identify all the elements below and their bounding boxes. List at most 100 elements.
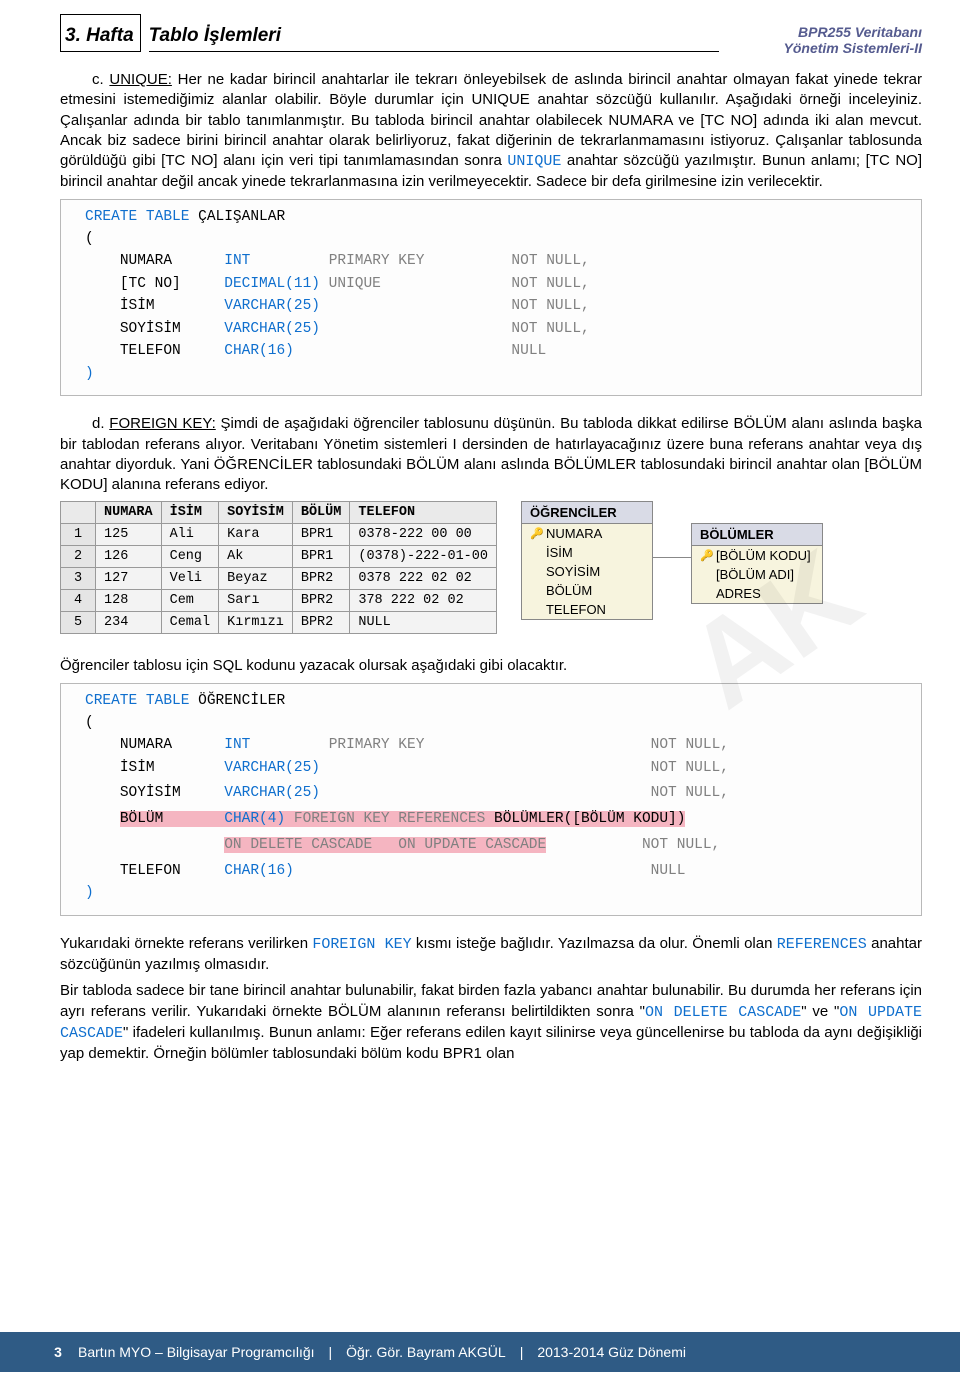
table-row: 4 128 Cem Sarı BPR2 378 222 02 02 [61, 590, 497, 612]
c2-type1: VARCHAR(25) [224, 760, 320, 776]
cell: Kırmızı [219, 612, 293, 634]
table-row: 2 126 Ceng Ak BPR1 (0378)-222-01-00 [61, 546, 497, 568]
cell: 0378 222 02 02 [350, 568, 497, 590]
c2-nul4: NULL [651, 863, 686, 879]
er-title-bolumler: BÖLÜMLER [692, 524, 822, 546]
kw-create2: CREATE TABLE [85, 693, 189, 709]
cell: 4 [61, 590, 96, 612]
c2-nul0: NOT NULL, [651, 737, 729, 753]
page-footer: 3 Bartın MYO – Bilgisayar Programcılığı … [0, 1332, 960, 1372]
footer-teacher: Öğr. Gör. Bayram AKGÜL [346, 1344, 506, 1360]
students-table: NUMARA İSİM SOYİSİM BÖLÜM TELEFON 1 125 … [60, 501, 497, 634]
footer-term: 2013-2014 Güz Dönemi [537, 1344, 686, 1360]
cell: Sarı [219, 590, 293, 612]
cell: BPR2 [292, 568, 350, 590]
c2-col0: NUMARA [120, 737, 172, 753]
th-isim: İSİM [161, 502, 219, 524]
c2-fk-nul: NOT NULL, [642, 837, 720, 853]
er-field: [BÖLÜM ADI] [716, 567, 794, 582]
cell: Cemal [161, 612, 219, 634]
c1-type3: VARCHAR(25) [224, 321, 320, 337]
c2-type0: INT [224, 737, 250, 753]
footer-school: Bartın MYO – Bilgisayar Programcılığı [78, 1344, 315, 1360]
cell: 378 222 02 02 [350, 590, 497, 612]
c2-col4: TELEFON [120, 863, 181, 879]
c1-type1: DECIMAL(11) [224, 276, 320, 292]
c1-col2: İSİM [120, 298, 155, 314]
section-d-label: d. [92, 415, 105, 432]
inline-references: REFERENCES [777, 936, 867, 953]
c1-nul2: NOT NULL, [511, 298, 589, 314]
c1-type2: VARCHAR(25) [224, 298, 320, 314]
key-icon: 🔑 [700, 549, 712, 562]
cell: Veli [161, 568, 219, 590]
tname-calisanlar: ÇALIŞANLAR [198, 209, 285, 225]
c2-nul2: NOT NULL, [651, 785, 729, 801]
er-field: NUMARA [546, 526, 602, 541]
er-field: [BÖLÜM KODU] [716, 548, 811, 563]
c1-nul1: NOT NULL, [511, 276, 589, 292]
c1-con0: PRIMARY KEY [329, 253, 425, 269]
table-row: 5 234 Cemal Kırmızı BPR2 NULL [61, 612, 497, 634]
inline-ondelete: ON DELETE CASCADE [645, 1004, 801, 1021]
c2-onupd: ON UPDATE CASCADE [398, 837, 546, 853]
c1-nul3: NOT NULL, [511, 321, 589, 337]
tail-p2b: " ve " [801, 1003, 839, 1020]
cell: 127 [96, 568, 162, 590]
tail-p1: Yukarıdaki örnekte referans verilirken F… [60, 934, 922, 976]
header-title: Tablo İşlemleri [149, 15, 719, 52]
table-and-er: NUMARA İSİM SOYİSİM BÖLÜM TELEFON 1 125 … [60, 501, 922, 634]
unique-heading: UNIQUE: [109, 71, 172, 88]
kw-create: CREATE TABLE [85, 209, 189, 225]
header-left: 3. Hafta Tablo İşlemleri [60, 14, 719, 52]
th-soyisim: SOYİSİM [219, 502, 293, 524]
c2-ondel: ON DELETE CASCADE [224, 837, 372, 853]
c2-bolum-type: CHAR(4) [224, 811, 285, 827]
er-field: TELEFON [546, 602, 606, 617]
week-box: 3. Hafta [60, 14, 141, 52]
c2-con0: PRIMARY KEY [329, 737, 425, 753]
cell: Cem [161, 590, 219, 612]
page-number: 3 [38, 1344, 78, 1360]
section-c-paragraph: c. UNIQUE: Her ne kadar birincil anahtar… [60, 70, 922, 193]
tname-ogrenciler: ÖĞRENCİLER [198, 693, 285, 709]
cell: NULL [350, 612, 497, 634]
cell: BPR2 [292, 590, 350, 612]
course-line1: BPR255 Veritabanı [798, 24, 922, 40]
cell: 128 [96, 590, 162, 612]
th-bolum: BÖLÜM [292, 502, 350, 524]
tail-p1b: kısmı isteğe bağlıdır. Yazılmazsa da olu… [412, 935, 777, 952]
cell: Ak [219, 546, 293, 568]
tail-p1a: Yukarıdaki örnekte referans verilirken [60, 935, 312, 952]
cell: Kara [219, 524, 293, 546]
er-connector [653, 557, 691, 558]
er-field: SOYİSİM [546, 564, 600, 579]
course-line2: Yönetim Sistemleri-II [784, 40, 922, 56]
c1-con1: UNIQUE [329, 276, 381, 292]
para-before-code2: Öğrenciler tablosu için SQL kodunu yazac… [60, 656, 922, 676]
er-bolumler: BÖLÜMLER 🔑[BÖLÜM KODU] [BÖLÜM ADI] ADRES [691, 523, 823, 604]
c2-col2: SOYİSİM [120, 785, 181, 801]
code-calisanlar: CREATE TABLE ÇALIŞANLAR ( NUMARA INT PRI… [60, 199, 922, 397]
table-row: 1 125 Ali Kara BPR1 0378-222 00 00 [61, 524, 497, 546]
cell: BPR1 [292, 546, 350, 568]
section-c-label: c. [92, 71, 104, 88]
c1-col0: NUMARA [120, 253, 172, 269]
c2-col1: İSİM [120, 760, 155, 776]
tail-p2: Bir tabloda sadece bir tane birincil ana… [60, 981, 922, 1064]
header-course: BPR255 Veritabanı Yönetim Sistemleri-II [784, 14, 922, 56]
tail-p2c: " ifadeleri kullanılmış. Bunun anlamı: E… [60, 1024, 922, 1062]
cell: 126 [96, 546, 162, 568]
cell: BPR2 [292, 612, 350, 634]
c1-type4: CHAR(16) [224, 343, 294, 359]
inline-fk: FOREIGN KEY [312, 936, 411, 953]
cell: 234 [96, 612, 162, 634]
fk-heading: FOREIGN KEY: [109, 415, 215, 432]
c1-col3: SOYİSİM [120, 321, 181, 337]
th-numara: NUMARA [96, 502, 162, 524]
cell: 2 [61, 546, 96, 568]
c1-nul0: NOT NULL, [511, 253, 589, 269]
cell: Ceng [161, 546, 219, 568]
th-idx [61, 502, 96, 524]
c2-bolum-col: BÖLÜM [120, 811, 164, 827]
